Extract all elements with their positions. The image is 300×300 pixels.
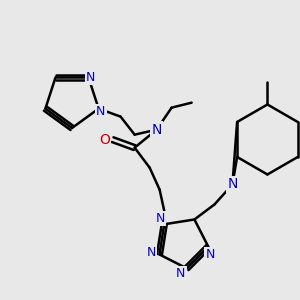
Text: O: O — [99, 133, 110, 147]
Text: N: N — [86, 71, 95, 84]
Text: N: N — [156, 212, 165, 225]
Text: N: N — [96, 105, 105, 118]
Text: N: N — [147, 246, 156, 259]
Text: N: N — [176, 267, 185, 280]
Text: N: N — [206, 248, 215, 261]
Text: N: N — [152, 123, 162, 137]
Text: N: N — [227, 178, 238, 191]
